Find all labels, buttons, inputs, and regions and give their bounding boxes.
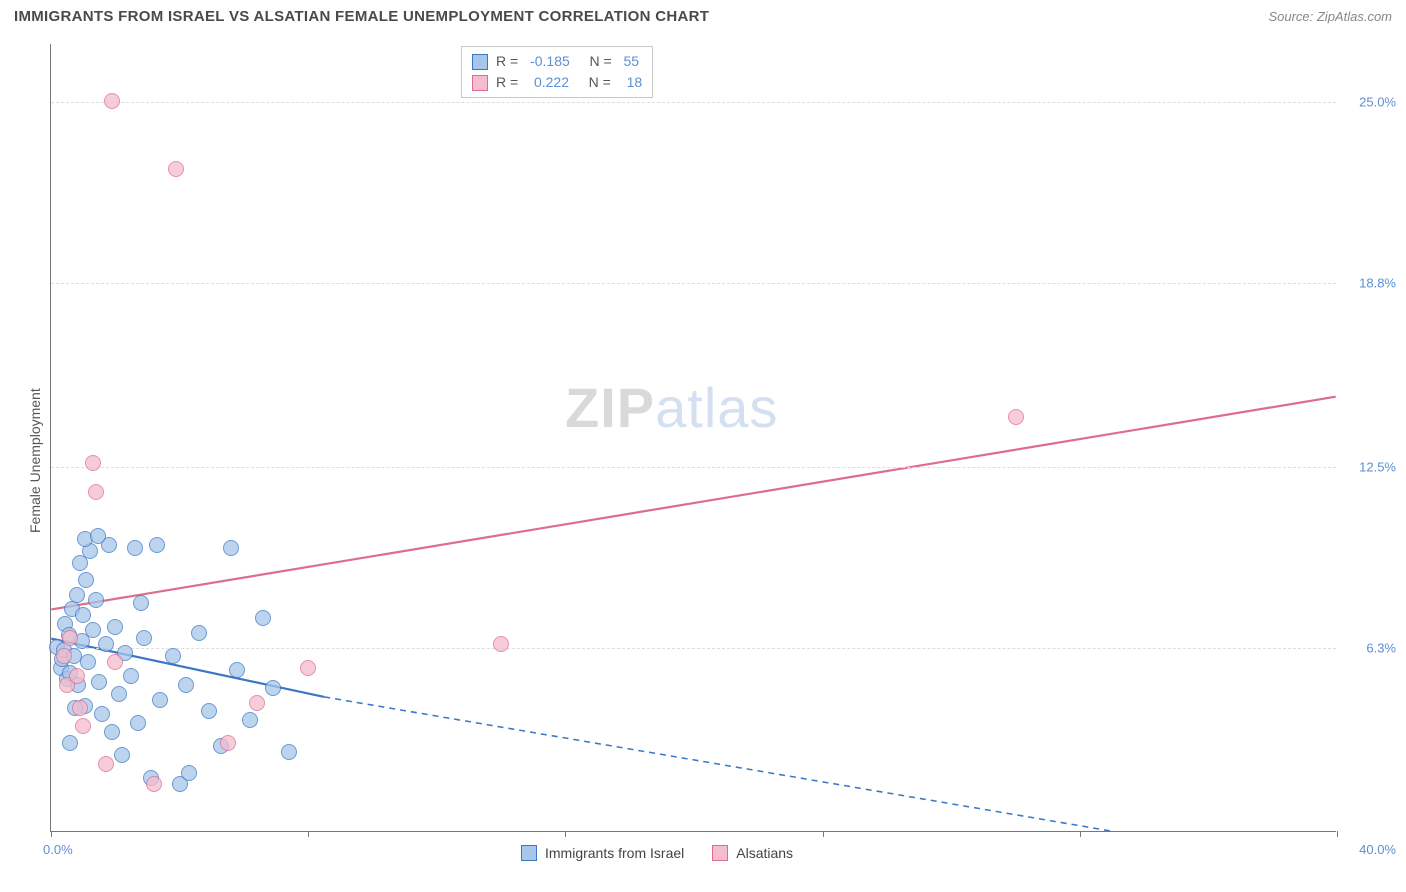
scatter-point-israel (94, 706, 110, 722)
source-attribution: Source: ZipAtlas.com (1268, 9, 1392, 24)
scatter-point-israel (90, 528, 106, 544)
gridline (51, 648, 1336, 649)
scatter-point-alsatians (107, 654, 123, 670)
scatter-point-israel (80, 654, 96, 670)
trend-lines (51, 44, 1336, 831)
series-legend-item: Immigrants from Israel (521, 845, 684, 861)
scatter-point-israel (62, 735, 78, 751)
scatter-point-israel (130, 715, 146, 731)
y-tick-label: 6.3% (1366, 641, 1396, 656)
scatter-point-israel (149, 537, 165, 553)
series-legend-item: Alsatians (712, 845, 793, 861)
scatter-point-israel (114, 747, 130, 763)
scatter-point-israel (78, 572, 94, 588)
scatter-point-alsatians (75, 718, 91, 734)
trend-line-dashed-israel (324, 697, 1111, 831)
scatter-point-israel (85, 622, 101, 638)
scatter-point-alsatians (300, 660, 316, 676)
scatter-point-israel (201, 703, 217, 719)
scatter-point-israel (223, 540, 239, 556)
scatter-point-alsatians (220, 735, 236, 751)
title-bar: IMMIGRANTS FROM ISRAEL VS ALSATIAN FEMAL… (0, 0, 1406, 29)
y-tick-label: 12.5% (1359, 460, 1396, 475)
series-legend-label: Alsatians (736, 845, 793, 861)
watermark: ZIPatlas (565, 375, 778, 440)
scatter-point-alsatians (85, 455, 101, 471)
scatter-point-israel (152, 692, 168, 708)
legend-swatch (472, 75, 488, 91)
scatter-point-israel (111, 686, 127, 702)
x-tick (823, 831, 824, 837)
scatter-point-israel (136, 630, 152, 646)
scatter-point-alsatians (493, 636, 509, 652)
legend-swatch (712, 845, 728, 861)
scatter-plot: ZIPatlas 6.3%12.5%18.8%25.0%0.0%40.0%Fem… (50, 44, 1336, 832)
scatter-point-alsatians (56, 648, 72, 664)
scatter-point-israel (229, 662, 245, 678)
x-max-label: 40.0% (1359, 842, 1396, 857)
stats-legend-row: R = 0.222 N = 18 (472, 72, 642, 93)
scatter-point-alsatians (1008, 409, 1024, 425)
scatter-point-israel (88, 592, 104, 608)
scatter-point-israel (255, 610, 271, 626)
chart-title: IMMIGRANTS FROM ISRAEL VS ALSATIAN FEMAL… (14, 8, 709, 25)
scatter-point-israel (75, 607, 91, 623)
scatter-point-alsatians (98, 756, 114, 772)
x-tick (51, 831, 52, 837)
scatter-point-alsatians (62, 630, 78, 646)
x-tick (1337, 831, 1338, 837)
y-tick-label: 18.8% (1359, 276, 1396, 291)
scatter-point-israel (165, 648, 181, 664)
y-axis-label: Female Unemployment (27, 388, 43, 533)
trend-line-alsatians (51, 397, 1335, 610)
x-tick (1080, 831, 1081, 837)
gridline (51, 102, 1336, 103)
scatter-point-israel (181, 765, 197, 781)
stats-legend: R = -0.185 N = 55R = 0.222 N = 18 (461, 46, 653, 98)
x-tick (565, 831, 566, 837)
scatter-point-israel (123, 668, 139, 684)
scatter-point-israel (265, 680, 281, 696)
scatter-point-israel (242, 712, 258, 728)
series-legend: Immigrants from Israel Alsatians (521, 845, 793, 861)
scatter-point-israel (104, 724, 120, 740)
y-tick-label: 25.0% (1359, 95, 1396, 110)
scatter-point-israel (191, 625, 207, 641)
gridline (51, 283, 1336, 284)
scatter-point-israel (133, 595, 149, 611)
scatter-point-alsatians (168, 161, 184, 177)
scatter-point-israel (91, 674, 107, 690)
legend-swatch (472, 54, 488, 70)
scatter-point-alsatians (69, 668, 85, 684)
scatter-point-israel (127, 540, 143, 556)
x-tick (308, 831, 309, 837)
scatter-point-alsatians (88, 484, 104, 500)
gridline (51, 467, 1336, 468)
scatter-point-alsatians (104, 93, 120, 109)
scatter-point-alsatians (72, 700, 88, 716)
legend-swatch (521, 845, 537, 861)
series-legend-label: Immigrants from Israel (545, 845, 684, 861)
scatter-point-alsatians (146, 776, 162, 792)
x-origin-label: 0.0% (43, 842, 73, 857)
scatter-point-israel (98, 636, 114, 652)
scatter-point-israel (69, 587, 85, 603)
scatter-point-israel (281, 744, 297, 760)
stats-legend-row: R = -0.185 N = 55 (472, 51, 642, 72)
scatter-point-israel (178, 677, 194, 693)
scatter-point-israel (107, 619, 123, 635)
scatter-point-alsatians (249, 695, 265, 711)
